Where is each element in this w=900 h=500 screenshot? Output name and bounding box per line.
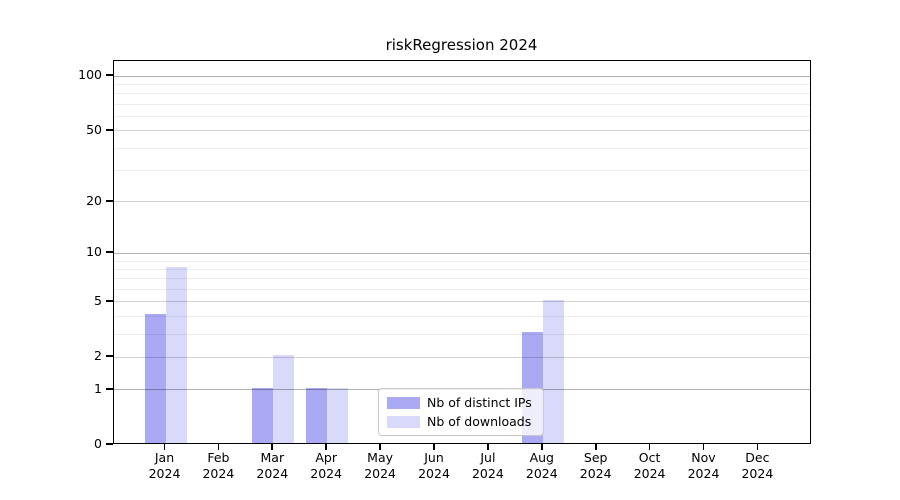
month-label: Jul	[480, 450, 496, 465]
major-gridline	[114, 75, 810, 77]
x-tick-label-may: May 2024	[345, 450, 415, 482]
minor-gridline	[114, 268, 810, 270]
x-tick-mark	[648, 444, 651, 450]
x-tick-mark	[325, 444, 328, 450]
month-label: Aug	[529, 450, 554, 465]
year-label: 2024	[687, 466, 720, 481]
major-gridline	[114, 301, 810, 303]
y-tick-label: 50	[86, 121, 102, 137]
y-tick-label: 10	[86, 244, 102, 260]
y-tick-label: 0	[94, 436, 102, 451]
bar-nb-of-distinct-ips-jan	[144, 314, 166, 443]
x-tick-mark	[540, 444, 543, 450]
y-tick-label: 5	[94, 292, 102, 308]
y-tick-mark	[106, 251, 113, 254]
month-label: Feb	[207, 450, 230, 465]
bar-nb-of-downloads-jan	[165, 267, 187, 443]
month-label: Apr	[315, 450, 337, 465]
minor-gridline	[114, 333, 810, 335]
minor-gridline	[114, 93, 810, 95]
x-tick-label-mar: Mar 2024	[237, 450, 307, 482]
x-tick-mark	[379, 444, 381, 450]
legend-item-downloads: Nb of downloads	[387, 414, 535, 429]
legend: Nb of distinct IPs Nb of downloads	[378, 388, 544, 436]
y-tick-label: 2	[94, 348, 102, 364]
plot-area	[113, 60, 811, 444]
minor-gridline	[114, 170, 810, 172]
year-label: 2024	[418, 466, 450, 481]
bar-nb-of-downloads-aug	[542, 299, 564, 443]
month-label: Nov	[691, 450, 716, 465]
month-label: Dec	[745, 450, 770, 465]
minor-gridline	[114, 84, 810, 86]
year-label: 2024	[633, 466, 666, 481]
x-tick-label-apr: Apr 2024	[291, 450, 361, 482]
bar-nb-of-downloads-apr	[327, 387, 349, 443]
year-label: 2024	[525, 466, 558, 481]
month-label: Jan	[154, 450, 175, 465]
x-tick-label-jun: Jun 2024	[399, 450, 469, 482]
legend-swatch-distinct-ips	[387, 396, 420, 409]
year-label: 2024	[256, 466, 289, 481]
year-label: 2024	[471, 466, 504, 481]
x-tick-mark	[271, 444, 274, 450]
x-tick-label-jul: Jul 2024	[453, 450, 523, 482]
chart-title: riskRegression 2024	[385, 36, 538, 54]
month-label: Sep	[583, 450, 608, 465]
x-tick-label-aug: Aug 2024	[507, 450, 577, 482]
major-gridline	[114, 201, 810, 203]
y-tick-mark	[106, 299, 113, 302]
x-tick-label-nov: Nov 2024	[669, 450, 739, 482]
y-tick-mark	[106, 199, 113, 202]
major-gridline	[114, 130, 810, 132]
x-tick-mark	[594, 444, 597, 450]
x-tick-mark	[756, 444, 759, 450]
bar-nb-of-distinct-ips-mar	[252, 387, 274, 443]
x-tick-label-dec: Dec 2024	[722, 450, 792, 482]
y-tick-mark	[106, 128, 113, 131]
x-tick-mark	[702, 444, 705, 450]
year-label: 2024	[148, 466, 181, 481]
year-label: 2024	[741, 466, 774, 481]
month-label: Oct	[638, 450, 661, 465]
minor-gridline	[114, 260, 810, 262]
x-tick-mark	[163, 444, 166, 450]
year-label: 2024	[202, 466, 235, 481]
year-label: 2024	[364, 466, 396, 481]
y-tick-mark	[106, 355, 113, 358]
year-label: 2024	[310, 466, 343, 481]
x-tick-mark	[433, 444, 435, 450]
x-tick-label-oct: Oct 2024	[615, 450, 685, 482]
year-label: 2024	[579, 466, 612, 481]
bar-nb-of-downloads-mar	[273, 355, 295, 443]
minor-gridline	[114, 315, 810, 317]
minor-gridline	[114, 147, 810, 149]
major-gridline	[114, 356, 810, 358]
x-tick-label-sep: Sep 2024	[561, 450, 631, 482]
y-tick-label: 1	[94, 380, 102, 396]
bar-nb-of-distinct-ips-apr	[306, 387, 328, 443]
legend-label-distinct-ips: Nb of distinct IPs	[427, 395, 532, 410]
y-tick-label: 100	[78, 67, 102, 83]
legend-swatch-downloads	[387, 415, 420, 428]
legend-label-downloads: Nb of downloads	[427, 414, 532, 429]
legend-item-distinct-ips: Nb of distinct IPs	[387, 395, 535, 410]
y-tick-mark	[106, 387, 113, 390]
x-tick-label-feb: Feb 2024	[183, 450, 253, 482]
minor-gridline	[114, 289, 810, 290]
major-gridline	[114, 252, 810, 254]
y-tick-label: 20	[86, 192, 102, 208]
x-tick-label-jan: Jan 2024	[130, 450, 200, 482]
month-label: May	[367, 450, 394, 465]
y-tick-mark	[106, 443, 113, 445]
x-tick-mark	[487, 444, 489, 450]
minor-gridline	[114, 103, 810, 105]
month-label: Mar	[260, 450, 285, 465]
month-label: Jun	[424, 450, 444, 465]
y-tick-mark	[106, 74, 113, 77]
x-tick-mark	[217, 444, 220, 450]
minor-gridline	[114, 278, 810, 280]
minor-gridline	[114, 115, 810, 117]
